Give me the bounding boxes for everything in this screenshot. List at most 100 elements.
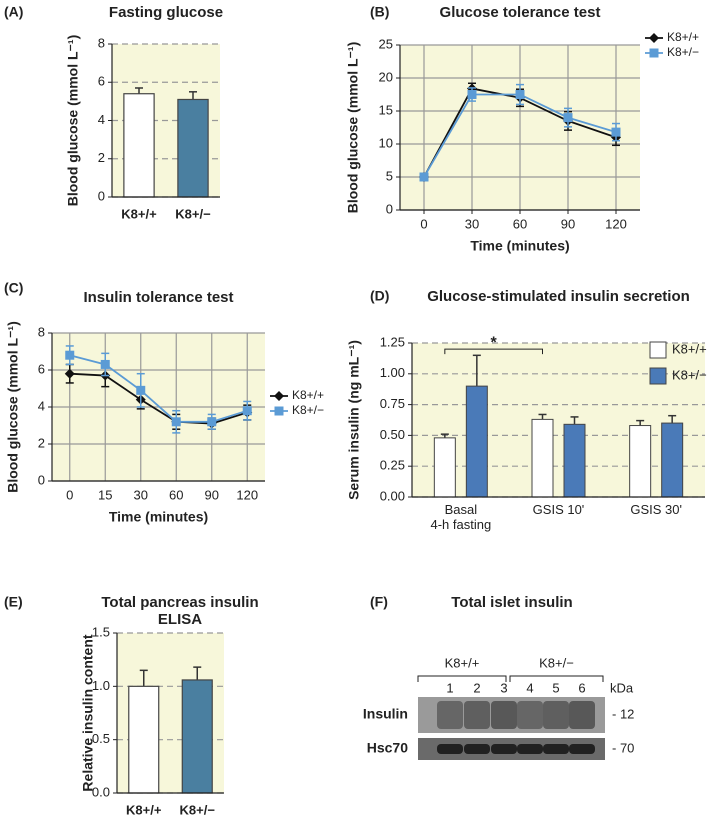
y-tick-label: 8 — [38, 324, 45, 339]
y-axis-label: Relative insulin content — [80, 634, 96, 791]
x-tick-label: 0 — [420, 216, 427, 231]
x-tick-label: K8+/− — [180, 802, 216, 817]
y-tick-label: 0.0 — [92, 784, 110, 799]
blot-band — [491, 744, 517, 754]
significance-bracket — [444, 348, 543, 355]
bar — [177, 98, 209, 198]
group-label: K8+/+ — [445, 655, 480, 670]
y-tick-label: 0 — [386, 201, 393, 216]
legend-label: K8+/− — [667, 45, 699, 59]
legend-swatch — [649, 341, 667, 359]
y-tick-label: 0 — [38, 472, 45, 487]
bar — [128, 685, 160, 794]
y-tick-label: 1.0 — [92, 678, 110, 693]
group-bracket — [509, 675, 604, 682]
blot-band — [569, 701, 595, 729]
y-axis-label: Blood glucose (mmol L⁻¹) — [345, 42, 361, 214]
marker — [64, 368, 75, 379]
y-tick-label: 0.75 — [380, 396, 405, 411]
x-tick-label: 120 — [605, 216, 627, 231]
x-tick-label: 90 — [561, 216, 575, 231]
blot-band — [543, 744, 569, 754]
x-tick-label: GSIS 30' — [630, 502, 682, 517]
y-tick-label: 2 — [98, 150, 105, 165]
bar — [123, 93, 155, 198]
y-tick-label: 25 — [379, 36, 393, 51]
lane-label: 1 — [446, 680, 453, 695]
annotation: * — [491, 334, 498, 351]
x-tick-label: 30 — [134, 487, 148, 502]
y-tick-label: 1.5 — [92, 624, 110, 639]
marker — [515, 90, 525, 99]
y-tick-label: 8 — [98, 35, 105, 50]
marker — [274, 406, 284, 416]
x-tick-label: 30 — [465, 216, 479, 231]
marker — [136, 385, 146, 395]
bar — [465, 385, 488, 498]
marker — [100, 359, 110, 369]
marker — [65, 350, 75, 360]
marker — [611, 127, 621, 137]
size-marker: - 70 — [612, 740, 634, 755]
x-tick-label: 0 — [66, 487, 73, 502]
chart-title: Glucose-stimulated insulin secretion — [427, 288, 690, 305]
y-tick-label: 15 — [379, 102, 393, 117]
legend-label: K8+/− — [672, 367, 707, 382]
y-tick-label: 1.00 — [380, 365, 405, 380]
x-tick-label: 15 — [98, 487, 112, 502]
row-label: Hsc70 — [367, 740, 408, 756]
lane-label: 4 — [526, 680, 533, 695]
bar — [433, 437, 456, 498]
blot-band — [491, 701, 517, 729]
marker — [207, 417, 217, 427]
marker — [171, 417, 181, 427]
y-tick-label: 0.00 — [380, 488, 405, 503]
bar — [563, 423, 586, 498]
panel-label: (D) — [370, 288, 389, 304]
chart-title: Total pancreas insulin ELISA — [101, 594, 259, 629]
chart-title: Insulin tolerance test — [83, 289, 233, 306]
series-line — [69, 372, 248, 425]
bar — [181, 679, 213, 794]
y-tick-label: 6 — [98, 74, 105, 89]
panel-label: (A) — [4, 4, 23, 20]
y-tick-label: 5 — [386, 168, 393, 183]
panel-label: (F) — [370, 594, 388, 610]
y-tick-label: 0.50 — [380, 427, 405, 442]
marker — [649, 48, 659, 58]
blot-band — [569, 744, 595, 754]
panel-label: (B) — [370, 4, 389, 20]
x-tick-label: K8+/+ — [121, 206, 157, 221]
y-axis-label: Blood glucose (mmol L⁻¹) — [65, 35, 81, 207]
lane-label: 5 — [552, 680, 559, 695]
marker — [274, 391, 284, 401]
legend-swatch — [649, 367, 667, 385]
series-line — [69, 354, 248, 423]
bar — [661, 422, 684, 498]
y-axis-label: Serum insulin (ng mL⁻¹) — [346, 340, 362, 500]
blot-band — [464, 744, 490, 754]
y-tick-label: 6 — [38, 361, 45, 376]
chart-title: Glucose tolerance test — [440, 4, 601, 21]
marker — [419, 172, 429, 182]
legend-label: K8+/− — [292, 403, 324, 417]
y-tick-label: 1.25 — [380, 334, 405, 349]
row-label: Insulin — [363, 706, 408, 722]
blot-band — [464, 701, 490, 729]
y-tick-label: 0.5 — [92, 731, 110, 746]
lane-label: 6 — [578, 680, 585, 695]
marker — [242, 406, 252, 416]
bar — [531, 418, 554, 498]
y-tick-label: 0.25 — [380, 458, 405, 473]
y-tick-label: 10 — [379, 135, 393, 150]
x-tick-label: 60 — [513, 216, 527, 231]
blot-band — [517, 744, 543, 754]
group-label: K8+/− — [539, 655, 574, 670]
y-tick-label: 0 — [98, 188, 105, 203]
x-tick-label: 120 — [236, 487, 258, 502]
group-bracket — [417, 675, 507, 682]
y-tick-label: 4 — [98, 112, 105, 127]
panel-label: (E) — [4, 594, 23, 610]
